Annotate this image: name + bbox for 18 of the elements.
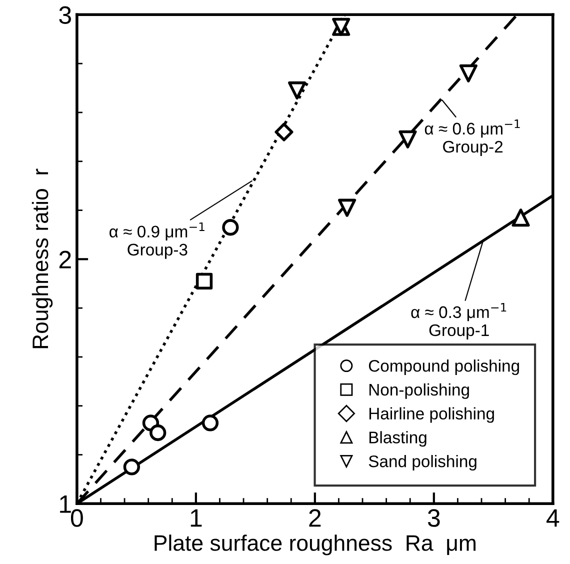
- annotation: α ≈ 0.3 μm$^{−1}$ Group-1: [411, 303, 506, 340]
- y-tick-label: 2: [59, 250, 71, 268]
- x-tick-label: 4: [546, 509, 560, 527]
- legend-label: Blasting: [369, 431, 426, 447]
- y-tick-label: 3: [59, 6, 71, 24]
- x-tick-label: 3: [428, 509, 440, 527]
- y-tick-label: 1: [60, 496, 71, 513]
- x-tick-label: 2: [309, 509, 321, 527]
- legend-label: Non-polishing: [369, 383, 469, 399]
- legend-label: Hairline polishing: [369, 407, 494, 423]
- x-tick-label: 0: [70, 509, 83, 527]
- annotation: α ≈ 0.6 μm$^{−1}$ Group-2: [424, 120, 520, 156]
- legend-label: Compound polishing: [368, 360, 519, 376]
- x-tick-label: 1: [190, 509, 202, 527]
- annotation: α ≈ 0.9 μm$^{−1}$ Group-3: [110, 222, 204, 259]
- x-axis-title: Plate surface roughness Ra μm: [154, 534, 476, 556]
- y-axis-title: Roughness ratio r: [32, 168, 53, 348]
- legend-label: Sand polishing: [368, 455, 476, 471]
